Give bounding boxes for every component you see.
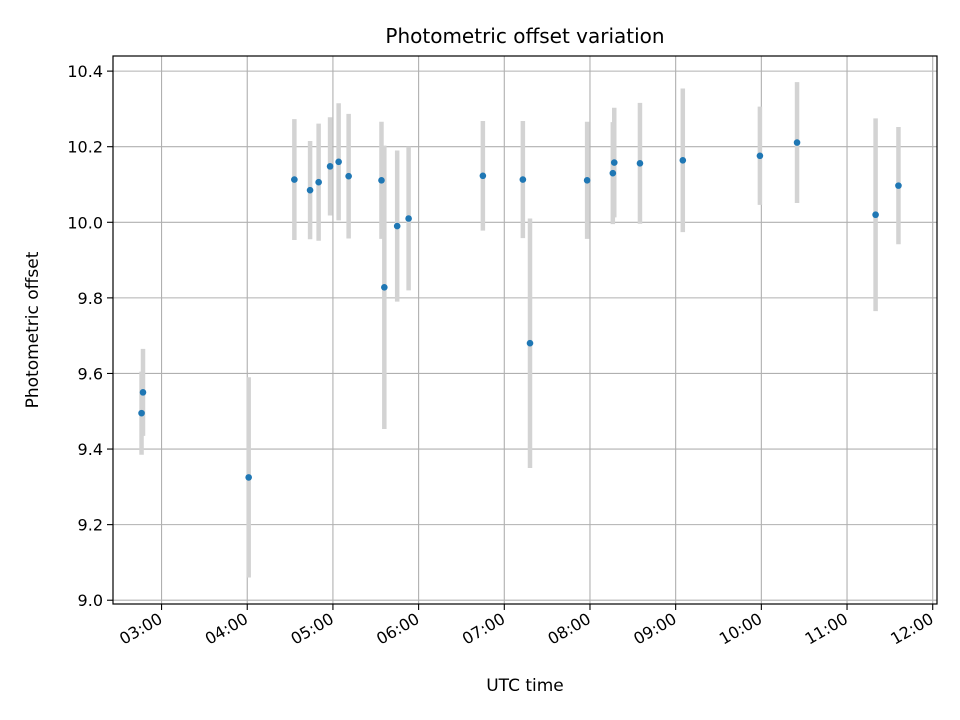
x-tick-label: 03:00	[116, 609, 165, 649]
y-axis-ticks: 9.0 9.2 9.4 9.6 9.8 10.0 10.2 10.4	[67, 62, 113, 610]
data-point	[291, 176, 298, 183]
data-point	[405, 215, 412, 222]
data-point	[245, 474, 252, 481]
y-axis-label: Photometric offset	[23, 251, 43, 408]
x-tick-label: 04:00	[202, 609, 251, 649]
x-tick-label: 07:00	[459, 609, 508, 649]
x-tick-label: 10:00	[716, 609, 765, 649]
data-point	[393, 222, 401, 230]
data-point	[583, 177, 591, 184]
data-point	[872, 211, 879, 219]
data-point	[610, 159, 618, 166]
y-tick-label: 9.8	[78, 289, 103, 308]
y-tick-label: 9.2	[78, 516, 103, 535]
data-point	[609, 169, 617, 177]
data-point	[315, 178, 322, 186]
data-point	[306, 186, 314, 194]
x-tick-label: 06:00	[373, 609, 422, 649]
x-tick-label: 11:00	[802, 609, 851, 649]
y-tick-label: 10.0	[67, 213, 103, 232]
data-point	[378, 177, 385, 184]
error-bars	[139, 82, 901, 578]
y-tick-label: 9.0	[78, 591, 103, 610]
y-tick-label: 9.6	[78, 364, 103, 383]
data-point	[326, 163, 334, 170]
y-tick-label: 10.4	[67, 62, 103, 81]
data-point	[139, 389, 147, 396]
x-axis-ticks: 03:00 04:00 05:00 06:00 07:00 08:00 09:00 10:00…	[116, 604, 937, 649]
x-tick-label: 12:00	[887, 609, 936, 649]
data-point	[519, 176, 527, 183]
x-tick-label: 08:00	[545, 609, 594, 649]
data-point	[636, 160, 644, 167]
data-point	[381, 283, 388, 291]
data-point	[756, 152, 764, 160]
data-point	[138, 409, 145, 417]
data-point	[345, 172, 352, 180]
data-point	[895, 182, 902, 189]
y-tick-label: 10.2	[67, 138, 103, 157]
chart-title: Photometric offset variation	[385, 24, 664, 48]
data-points	[138, 139, 902, 481]
x-axis-label: UTC time	[486, 676, 564, 696]
data-point	[679, 157, 687, 164]
plot-frame	[112, 55, 938, 605]
data-point	[479, 172, 487, 180]
data-point	[526, 339, 534, 347]
data-point	[335, 158, 342, 166]
x-tick-label: 09:00	[630, 609, 679, 649]
y-tick-label: 9.4	[78, 440, 103, 459]
x-tick-label: 05:00	[287, 609, 336, 649]
data-point	[793, 139, 801, 146]
